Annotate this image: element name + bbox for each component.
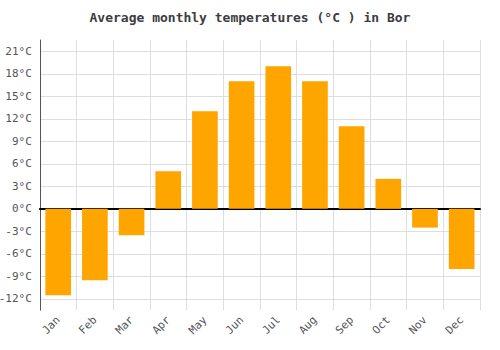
svg-text:-6°C: -6°C (5, 247, 32, 260)
svg-text:Feb: Feb (76, 314, 99, 337)
svg-text:Sep: Sep (333, 314, 356, 337)
svg-text:12°C: 12°C (5, 112, 32, 125)
svg-text:Jun: Jun (223, 314, 246, 337)
svg-text:Jan: Jan (40, 314, 63, 337)
svg-text:Mar: Mar (113, 313, 136, 336)
svg-text:May: May (186, 313, 209, 336)
svg-text:Average monthly temperatures (: Average monthly temperatures (°C ) in Bo… (90, 10, 411, 25)
svg-text:-12°C: -12°C (0, 292, 32, 305)
svg-text:21°C: 21°C (5, 45, 32, 58)
svg-text:0°C: 0°C (12, 202, 32, 215)
svg-text:-3°C: -3°C (5, 225, 32, 238)
svg-text:3°C: 3°C (12, 180, 32, 193)
svg-text:9°C: 9°C (12, 135, 32, 148)
svg-text:Oct: Oct (370, 314, 393, 337)
svg-text:Apr: Apr (150, 313, 173, 336)
svg-text:-9°C: -9°C (5, 270, 32, 283)
svg-text:Dec: Dec (443, 314, 466, 337)
svg-text:15°C: 15°C (5, 90, 32, 103)
svg-text:Jul: Jul (260, 314, 283, 337)
svg-text:6°C: 6°C (12, 157, 32, 170)
svg-text:Nov: Nov (406, 313, 429, 336)
svg-text:18°C: 18°C (5, 67, 32, 80)
svg-text:Aug: Aug (296, 314, 319, 337)
